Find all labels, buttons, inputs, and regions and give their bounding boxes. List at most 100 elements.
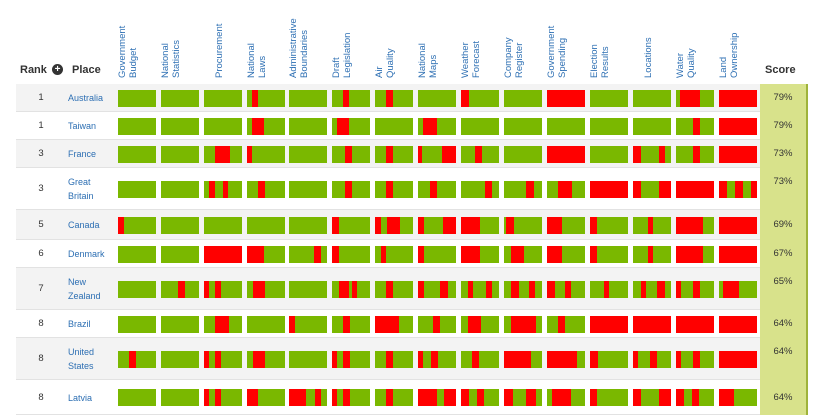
dataset-score-bar[interactable] <box>547 216 585 234</box>
dataset-score-bar[interactable] <box>719 117 757 135</box>
dataset-score-bar[interactable] <box>633 350 671 368</box>
dataset-score-bar[interactable] <box>418 145 456 163</box>
dataset-score-bar[interactable] <box>204 180 242 198</box>
column-header-weather-forecast[interactable]: Weather Forecast <box>460 8 482 78</box>
dataset-score-bar[interactable] <box>375 280 413 298</box>
dataset-score-bar[interactable] <box>375 216 413 234</box>
dataset-score-bar[interactable] <box>504 245 542 263</box>
dataset-score-bar[interactable] <box>161 145 199 163</box>
dataset-score-bar[interactable] <box>161 389 199 406</box>
dataset-score-bar[interactable] <box>590 117 628 135</box>
dataset-score-bar[interactable] <box>118 216 156 234</box>
dataset-score-bar[interactable] <box>118 180 156 198</box>
dataset-score-bar[interactable] <box>118 245 156 263</box>
dataset-score-bar[interactable] <box>633 145 671 163</box>
dataset-score-bar[interactable] <box>461 389 499 406</box>
dataset-score-bar[interactable] <box>676 350 714 368</box>
column-header-air-quality[interactable]: Air Quality <box>374 8 396 78</box>
dataset-score-bar[interactable] <box>247 389 285 406</box>
dataset-score-bar[interactable] <box>633 89 671 107</box>
dataset-score-bar[interactable] <box>289 89 327 107</box>
dataset-score-bar[interactable] <box>547 145 585 163</box>
dataset-score-bar[interactable] <box>547 280 585 298</box>
dataset-score-bar[interactable] <box>289 216 327 234</box>
dataset-score-bar[interactable] <box>418 180 456 198</box>
dataset-score-bar[interactable] <box>289 350 327 368</box>
dataset-score-bar[interactable] <box>332 315 370 333</box>
dataset-score-bar[interactable] <box>590 315 628 333</box>
dataset-score-bar[interactable] <box>590 180 628 198</box>
column-header-election-results[interactable]: Election Results <box>589 8 611 78</box>
place-link[interactable]: Canada <box>68 218 120 232</box>
dataset-score-bar[interactable] <box>504 180 542 198</box>
dataset-score-bar[interactable] <box>590 245 628 263</box>
dataset-score-bar[interactable] <box>247 180 285 198</box>
dataset-score-bar[interactable] <box>332 216 370 234</box>
dataset-score-bar[interactable] <box>247 117 285 135</box>
dataset-score-bar[interactable] <box>332 350 370 368</box>
dataset-score-bar[interactable] <box>375 315 413 333</box>
dataset-score-bar[interactable] <box>676 180 714 198</box>
dataset-score-bar[interactable] <box>676 145 714 163</box>
place-link[interactable]: New Zealand <box>68 275 120 303</box>
place-link[interactable]: Great Britain <box>68 175 120 203</box>
dataset-score-bar[interactable] <box>204 280 242 298</box>
place-link[interactable]: United States <box>68 345 120 373</box>
dataset-score-bar[interactable] <box>719 245 757 263</box>
dataset-score-bar[interactable] <box>204 389 242 406</box>
dataset-score-bar[interactable] <box>590 280 628 298</box>
dataset-score-bar[interactable] <box>633 245 671 263</box>
dataset-score-bar[interactable] <box>418 245 456 263</box>
dataset-score-bar[interactable] <box>461 350 499 368</box>
dataset-score-bar[interactable] <box>118 145 156 163</box>
dataset-score-bar[interactable] <box>590 389 628 406</box>
dataset-score-bar[interactable] <box>161 89 199 107</box>
dataset-score-bar[interactable] <box>547 89 585 107</box>
place-link[interactable]: Latvia <box>68 391 120 405</box>
dataset-score-bar[interactable] <box>719 389 757 406</box>
dataset-score-bar[interactable] <box>547 245 585 263</box>
dataset-score-bar[interactable] <box>590 350 628 368</box>
dataset-score-bar[interactable] <box>547 315 585 333</box>
dataset-score-bar[interactable] <box>375 180 413 198</box>
dataset-score-bar[interactable] <box>676 280 714 298</box>
column-header-draft-legislation[interactable]: Draft Legislation <box>331 8 353 78</box>
dataset-score-bar[interactable] <box>204 216 242 234</box>
dataset-score-bar[interactable] <box>719 89 757 107</box>
dataset-score-bar[interactable] <box>161 315 199 333</box>
dataset-score-bar[interactable] <box>633 117 671 135</box>
place-link[interactable]: Denmark <box>68 247 120 261</box>
dataset-score-bar[interactable] <box>247 216 285 234</box>
dataset-score-bar[interactable] <box>504 350 542 368</box>
dataset-score-bar[interactable] <box>161 117 199 135</box>
dataset-score-bar[interactable] <box>375 145 413 163</box>
dataset-score-bar[interactable] <box>461 180 499 198</box>
dataset-score-bar[interactable] <box>247 145 285 163</box>
dataset-score-bar[interactable] <box>247 245 285 263</box>
dataset-score-bar[interactable] <box>633 216 671 234</box>
dataset-score-bar[interactable] <box>719 280 757 298</box>
dataset-score-bar[interactable] <box>204 350 242 368</box>
dataset-score-bar[interactable] <box>633 180 671 198</box>
column-header-national-statistics[interactable]: National Statistics <box>160 8 182 78</box>
dataset-score-bar[interactable] <box>161 280 199 298</box>
dataset-score-bar[interactable] <box>590 89 628 107</box>
dataset-score-bar[interactable] <box>247 280 285 298</box>
dataset-score-bar[interactable] <box>118 280 156 298</box>
dataset-score-bar[interactable] <box>332 145 370 163</box>
dataset-score-bar[interactable] <box>504 145 542 163</box>
rank-column-header[interactable]: Rank <box>20 64 47 76</box>
column-header-procurement[interactable]: Procurement <box>214 8 225 78</box>
dataset-score-bar[interactable] <box>504 89 542 107</box>
dataset-score-bar[interactable] <box>332 180 370 198</box>
dataset-score-bar[interactable] <box>547 117 585 135</box>
dataset-score-bar[interactable] <box>161 216 199 234</box>
dataset-score-bar[interactable] <box>418 280 456 298</box>
dataset-score-bar[interactable] <box>375 350 413 368</box>
dataset-score-bar[interactable] <box>504 315 542 333</box>
dataset-score-bar[interactable] <box>461 315 499 333</box>
dataset-score-bar[interactable] <box>161 245 199 263</box>
dataset-score-bar[interactable] <box>418 216 456 234</box>
dataset-score-bar[interactable] <box>118 389 156 406</box>
dataset-score-bar[interactable] <box>204 315 242 333</box>
